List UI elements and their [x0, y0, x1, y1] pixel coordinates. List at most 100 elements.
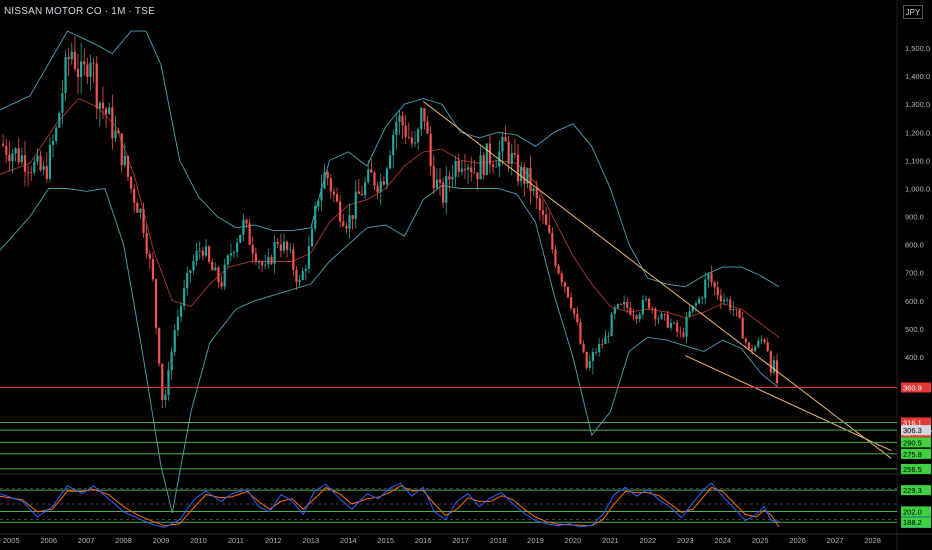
- candle-body: [457, 160, 460, 172]
- candle-body: [236, 242, 239, 253]
- price-labels: 360.9316.122:46:37306.3290.5275.8256.522…: [901, 382, 932, 528]
- candle-body: [526, 167, 529, 184]
- candle-body: [120, 133, 123, 166]
- time-tick-label: 2006: [40, 536, 57, 545]
- candle-body: [220, 282, 223, 287]
- candle-body: [579, 322, 582, 344]
- candle-body: [448, 176, 451, 180]
- candle-body: [267, 257, 270, 265]
- price-label-bg: [901, 448, 931, 459]
- price-tick-label: 900.0: [905, 213, 924, 222]
- price-label-bg: [901, 517, 931, 528]
- candle-body: [623, 302, 626, 305]
- candle-body: [641, 299, 644, 315]
- candle-body: [354, 191, 357, 219]
- candle-body: [545, 214, 548, 225]
- candle-body: [507, 141, 510, 164]
- time-tick-label: 2023: [677, 536, 694, 545]
- candle-body: [657, 318, 660, 320]
- candle-body: [635, 315, 638, 320]
- price-label-gray: 306.3: [903, 426, 922, 435]
- trendline-1[interactable]: [422, 100, 892, 459]
- moving-average-line: [0, 98, 780, 338]
- candle-body: [364, 182, 367, 196]
- price-label-last: 316.1: [903, 418, 922, 427]
- candle-body: [616, 304, 619, 308]
- candle-body: [351, 215, 354, 219]
- candle-body: [588, 361, 591, 368]
- candle-body: [682, 332, 685, 337]
- candle-body: [691, 305, 694, 312]
- candle-body: [348, 215, 351, 229]
- candle-body: [204, 246, 208, 256]
- time-tick-label: 2016: [415, 536, 432, 545]
- candle-body: [445, 176, 448, 203]
- candle-body: [704, 279, 707, 299]
- candle-body: [557, 265, 560, 274]
- candle-body: [285, 241, 289, 250]
- candle-body: [685, 316, 688, 337]
- candle-body: [307, 246, 311, 269]
- candle-body: [654, 308, 657, 320]
- candle-body: [48, 144, 52, 179]
- candle-body: [367, 169, 370, 183]
- trendline-2[interactable]: [685, 355, 892, 452]
- candle-body: [532, 188, 535, 192]
- candle-body: [314, 206, 317, 229]
- candle-body: [339, 201, 342, 222]
- price-label-support: 290.5: [903, 438, 922, 447]
- candle-body: [491, 164, 495, 167]
- candle-body: [591, 352, 595, 362]
- candle-body: [329, 178, 332, 192]
- candle-body: [36, 155, 39, 162]
- price-tick-label: 700.0: [905, 269, 924, 278]
- upper-band-line: [0, 30, 780, 288]
- candle-body: [482, 155, 485, 175]
- price-axis[interactable]: 1,500.0 1,400.0 1,300.0 1,200.0 1,100.0 1,000…: [905, 44, 930, 362]
- candle-body: [145, 232, 148, 254]
- candle-body: [101, 102, 105, 109]
- price-label-support: 256.5: [903, 465, 922, 474]
- time-axis[interactable]: 2005 2006 2007 2008 2009 2010 2011 2012 2013 2014…: [3, 536, 881, 545]
- candle-body: [376, 185, 379, 193]
- time-tick-label: 2010: [190, 536, 207, 545]
- candle-body: [754, 346, 757, 352]
- candle-body: [39, 155, 42, 170]
- price-label-resistance: 360.9: [903, 383, 922, 392]
- price-tick-label: 800.0: [905, 241, 924, 250]
- price-label-bg: [901, 425, 931, 436]
- candle-body: [186, 272, 189, 289]
- candle-body: [254, 253, 257, 262]
- candle-body: [732, 308, 735, 310]
- candle-body: [435, 179, 438, 189]
- currency-button[interactable]: JPY: [903, 5, 923, 19]
- symbol-title[interactable]: NISSAN MOTOR CO · 1M · TSE: [4, 6, 155, 17]
- candle-body: [454, 160, 457, 177]
- price-label-support: 229.3: [903, 486, 922, 495]
- candle-body: [594, 352, 598, 353]
- trendlines[interactable]: [422, 100, 892, 459]
- candle-body: [413, 142, 417, 144]
- candle-body: [417, 129, 420, 143]
- candle-body: [192, 261, 195, 271]
- time-tick-label: 2024: [714, 536, 731, 545]
- price-label-support: 202.0: [903, 507, 922, 516]
- candle-body: [563, 282, 566, 287]
- candle-body: [523, 167, 526, 184]
- candle-body: [289, 249, 292, 251]
- candle-body: [473, 172, 476, 173]
- candle-body: [719, 295, 722, 302]
- candle-body: [11, 153, 14, 162]
- candle-body: [282, 241, 286, 251]
- price-tick-label: 1,000.0: [905, 184, 930, 193]
- candle-body: [5, 145, 8, 155]
- candle-body: [766, 342, 769, 352]
- lower-band-line: [0, 185, 780, 514]
- candle-body: [601, 343, 604, 345]
- time-tick-label: 2013: [302, 536, 319, 545]
- candle-body: [58, 112, 61, 128]
- horizontal-levels[interactable]: [0, 386, 897, 523]
- candle-body: [679, 331, 682, 333]
- price-tick-label: 1,400.0: [905, 72, 930, 81]
